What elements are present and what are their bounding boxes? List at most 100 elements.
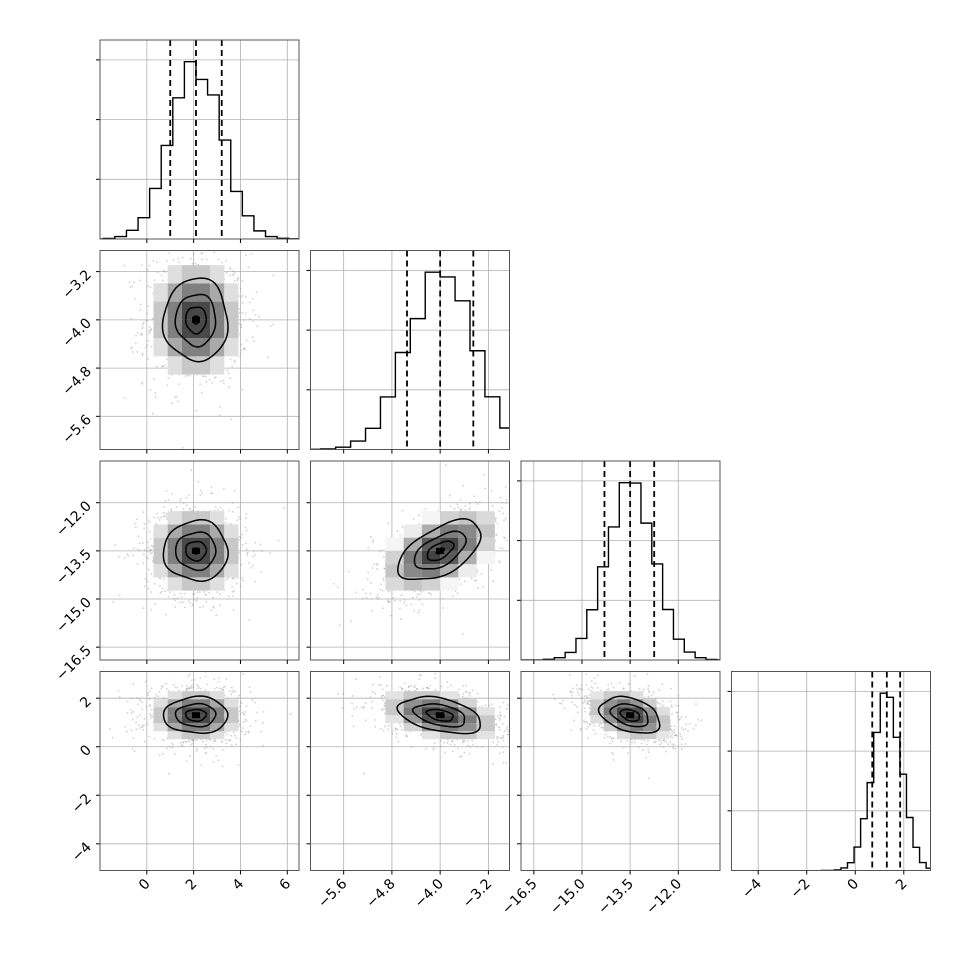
scatter-point: [252, 298, 254, 300]
density-cell: [167, 691, 182, 700]
scatter-point: [188, 738, 191, 741]
scatter-point: [505, 502, 508, 505]
scatter-point: [238, 308, 241, 310]
scatter-point: [192, 603, 195, 605]
scatter-point: [241, 543, 244, 546]
scatter-point: [243, 347, 246, 349]
scatter-point: [141, 327, 144, 330]
scatter-point: [236, 696, 239, 699]
scatter-point: [205, 752, 208, 754]
scatter-point: [199, 494, 202, 497]
scatter-point: [125, 730, 128, 733]
scatter-point: [209, 492, 212, 495]
scatter-point: [250, 566, 252, 569]
scatter-point: [135, 721, 137, 724]
scatter-point: [581, 688, 584, 691]
scatter-point: [190, 469, 193, 472]
density-cell: [421, 564, 441, 578]
scatter-point: [425, 747, 428, 750]
scatter-point: [377, 593, 379, 596]
density-cell: [210, 731, 225, 740]
scatter-point: [252, 340, 255, 343]
scatter-point: [173, 594, 176, 596]
contour: [161, 277, 229, 363]
scatter-point: [490, 703, 493, 706]
scatter-point: [240, 563, 243, 566]
scatter-point: [239, 724, 241, 727]
scatter-point: [502, 701, 505, 704]
density-cell: [224, 301, 239, 320]
scatter-point: [196, 683, 199, 686]
scatter-point: [362, 597, 364, 600]
scatter-point: [117, 555, 120, 558]
scatter-point: [195, 750, 198, 752]
scatter-point: [490, 490, 493, 493]
scatter-point: [210, 609, 213, 611]
scatter-point: [430, 593, 433, 596]
scatter-point: [177, 257, 180, 260]
scatter-point: [418, 593, 421, 596]
scatter-point: [418, 678, 421, 681]
scatter-point: [239, 332, 242, 335]
scatter-point: [382, 729, 385, 732]
scatter-point: [534, 489, 536, 491]
scatter-point: [242, 673, 244, 675]
scatter-point: [196, 748, 198, 750]
scatter-point: [150, 551, 153, 554]
scatter-point: [371, 683, 374, 686]
scatter-point: [499, 496, 502, 499]
scatter-point: [371, 700, 373, 703]
scatter-point: [149, 286, 152, 288]
scatter-point: [193, 678, 196, 681]
scatter-point: [362, 707, 365, 710]
scatter-point: [130, 729, 133, 732]
scatter-point: [140, 334, 143, 337]
density-cell: [385, 577, 404, 591]
scatter-point: [174, 686, 177, 689]
density-cell: [167, 577, 182, 591]
scatter-point: [204, 675, 207, 678]
scatter-point: [165, 512, 167, 515]
scatter-point: [174, 599, 177, 602]
scatter-point: [217, 681, 220, 683]
scatter-point: [150, 715, 152, 717]
scatter-point: [497, 741, 500, 743]
scatter-point: [457, 506, 460, 508]
scatter-point: [245, 339, 248, 342]
x-tick-label: 4: [230, 876, 248, 894]
scatter-point: [502, 734, 505, 737]
scatter-point: [369, 536, 372, 538]
scatter-point: [134, 342, 137, 345]
scatter-point: [165, 682, 167, 685]
density-cell: [167, 265, 182, 284]
scatter-point: [239, 288, 242, 290]
scatter-point: [150, 328, 153, 331]
scatter-point: [347, 570, 350, 573]
scatter-point: [410, 684, 413, 687]
scatter-point: [155, 480, 157, 482]
scatter-point: [364, 592, 367, 595]
scatter-point: [476, 692, 479, 695]
scatter-point: [459, 498, 462, 501]
scatter-point: [514, 532, 516, 534]
density-cell: [167, 707, 182, 716]
scatter-point: [141, 541, 144, 544]
density-cell: [385, 707, 404, 716]
density-cell: [195, 524, 211, 538]
scatter-point: [362, 772, 365, 775]
scatter-point: [476, 503, 479, 505]
scatter-point: [220, 740, 223, 743]
density-cell: [421, 511, 441, 525]
scatter-point: [429, 684, 431, 687]
scatter-point: [399, 618, 402, 621]
scatter-point: [146, 580, 149, 583]
scatter-point: [165, 260, 168, 262]
scatter-point: [155, 458, 157, 460]
density-cell: [210, 699, 225, 708]
y-tick-label: −13.5: [53, 546, 95, 588]
scatter-point: [152, 545, 154, 548]
scatter-point: [244, 254, 247, 257]
scatter-point: [149, 713, 151, 715]
scatter-point: [225, 517, 228, 520]
scatter-point: [163, 514, 166, 517]
